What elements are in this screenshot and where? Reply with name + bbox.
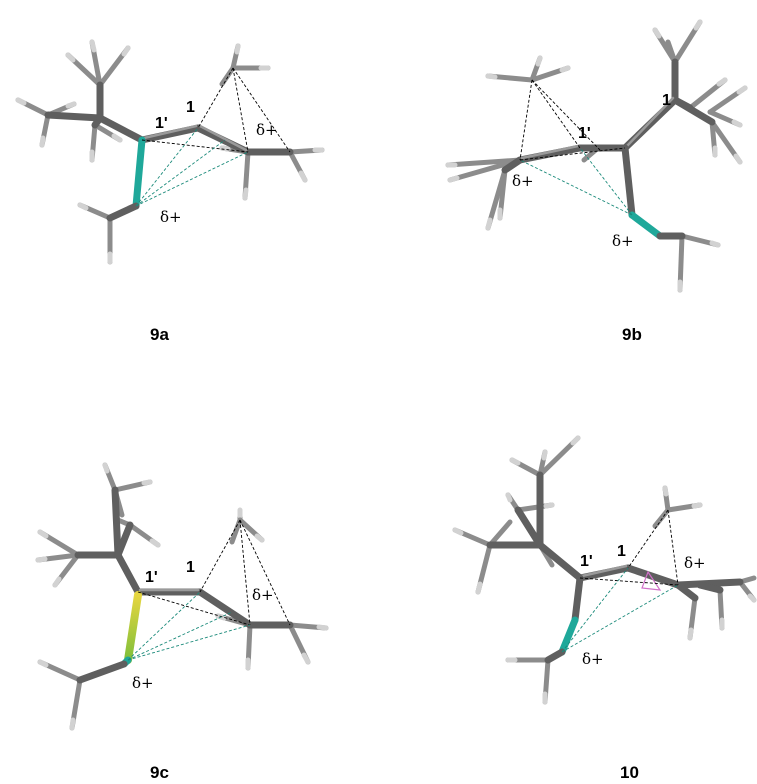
charge-label-10-right: δ+	[684, 554, 706, 572]
compound-label-10: 10	[620, 763, 639, 782]
atom-label-1prime-9a: 1'	[155, 115, 168, 132]
molecule-9a: 1' 1 δ+ δ+ 9a	[15, 39, 325, 344]
heteroatom-bond-9a	[132, 136, 146, 210]
charge-label-10-left: δ+	[582, 650, 604, 668]
interaction-lines-9b	[519, 79, 633, 216]
atom-label-1-9a: 1	[186, 99, 195, 116]
interaction-lines-9c	[127, 519, 291, 661]
skeleton-9a	[44, 81, 294, 156]
charge-label-9a-left: δ+	[160, 208, 182, 226]
compound-label-9c: 9c	[150, 763, 169, 782]
atom-label-1prime-10: 1'	[580, 553, 593, 570]
atom-label-1-9b: 1	[662, 92, 671, 109]
molecule-10: 1' 1 δ+ δ+ 10	[452, 435, 757, 782]
atom-label-1-10: 1	[617, 543, 626, 560]
charge-label-9a-right: δ+	[256, 121, 278, 139]
interaction-lines-9a	[135, 67, 291, 207]
atom-label-1prime-9c: 1'	[145, 569, 158, 586]
charge-label-9c-right: δ+	[252, 586, 274, 604]
charge-label-9b-right: δ+	[612, 232, 634, 250]
compound-label-9b: 9b	[622, 325, 642, 344]
molecule-9c: 1' 1 δ+ δ+ 9c	[35, 462, 329, 782]
heteroatom-bond-9b	[628, 211, 664, 240]
molecule-9b: 1' 1 δ+ δ+ 9b	[445, 19, 748, 344]
atom-label-1prime-9b: 1'	[578, 125, 591, 142]
charge-label-9b-left: δ+	[512, 172, 534, 190]
highlight-triangle-10	[641, 570, 662, 591]
atom-label-1-9c: 1	[186, 559, 195, 576]
hydrogens-9c	[35, 462, 329, 731]
skeleton-9c	[74, 486, 294, 629]
hydrogens-9b	[445, 19, 748, 293]
skeleton-9b	[501, 58, 716, 174]
charge-label-9c-left: δ+	[132, 674, 154, 692]
heteroatom-bond-10	[558, 616, 579, 656]
hydrogens-10	[452, 435, 757, 705]
interaction-lines-10	[561, 509, 679, 653]
compound-label-9a: 9a	[150, 325, 169, 344]
skeleton-10	[486, 471, 744, 602]
heteroatom-bond-9c	[124, 591, 142, 664]
